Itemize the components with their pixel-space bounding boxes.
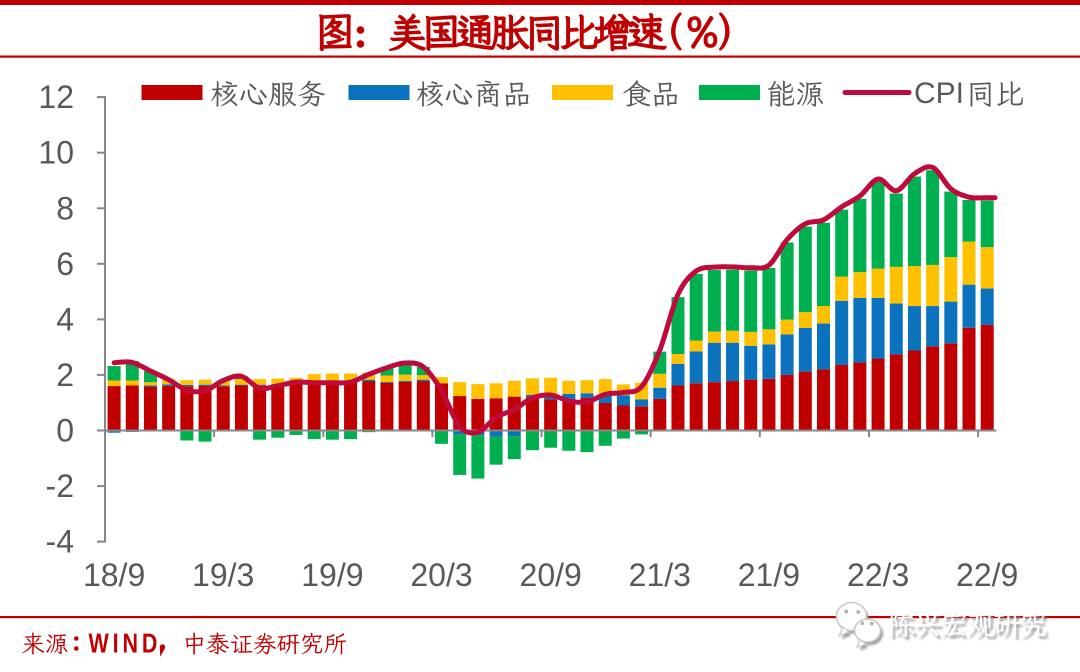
- svg-text:22/3: 22/3: [847, 557, 909, 593]
- svg-text:-4: -4: [46, 524, 74, 560]
- svg-text:0: 0: [56, 413, 74, 449]
- svg-text:20/3: 20/3: [410, 557, 472, 593]
- svg-text:21/9: 21/9: [738, 557, 800, 593]
- svg-text:12: 12: [38, 79, 74, 115]
- svg-text:8: 8: [56, 190, 74, 226]
- svg-text:6: 6: [56, 246, 74, 282]
- svg-text:10: 10: [38, 135, 74, 171]
- svg-text:19/3: 19/3: [192, 557, 254, 593]
- svg-text:20/9: 20/9: [520, 557, 582, 593]
- svg-text:19/9: 19/9: [301, 557, 363, 593]
- svg-text:21/3: 21/3: [629, 557, 691, 593]
- svg-text:22/9: 22/9: [956, 557, 1018, 593]
- svg-text:18/9: 18/9: [83, 557, 145, 593]
- svg-text:-2: -2: [46, 468, 74, 504]
- svg-text:4: 4: [56, 301, 74, 337]
- svg-text:2: 2: [56, 357, 74, 393]
- svg-text:CPI: CPI: [914, 77, 964, 110]
